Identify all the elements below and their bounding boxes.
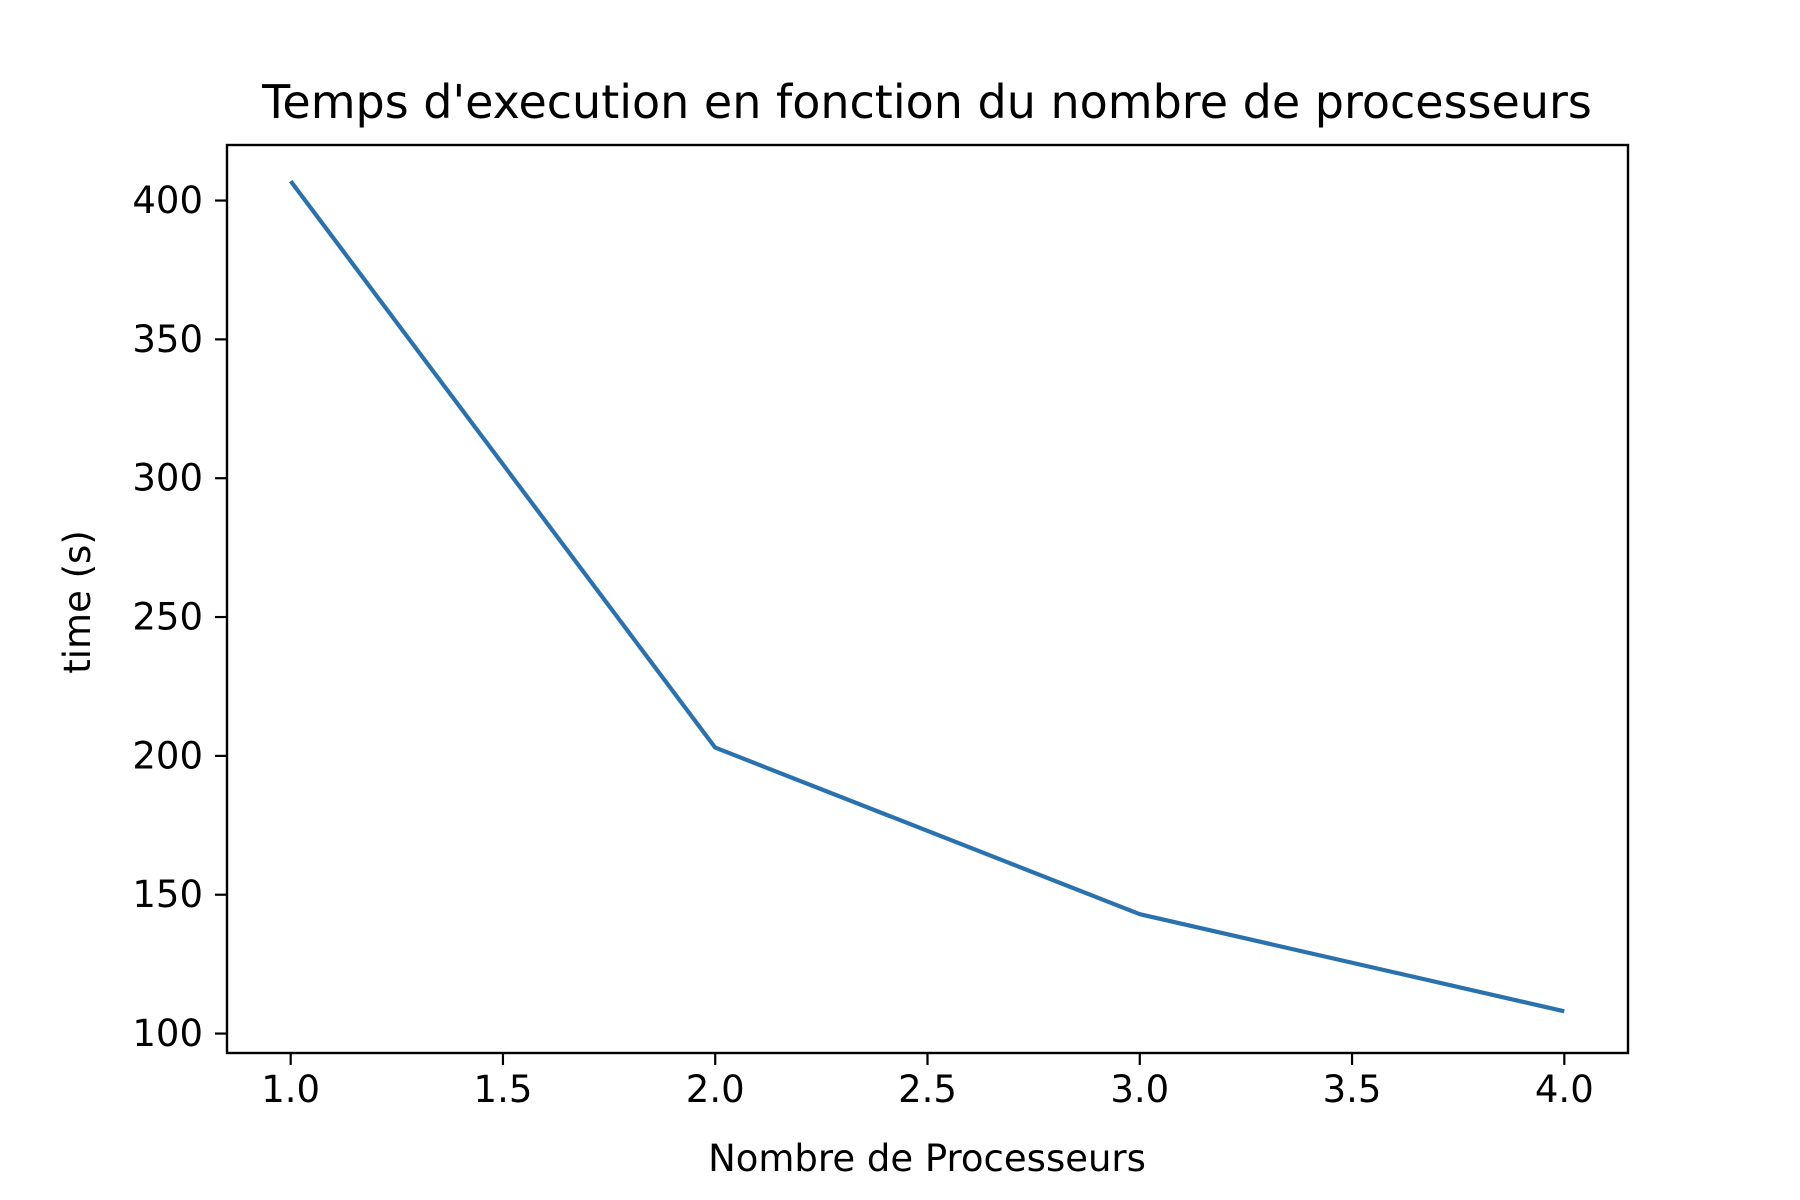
x-tick-label: 1.5 <box>474 1068 533 1111</box>
x-tick-label: 4.0 <box>1535 1068 1594 1111</box>
x-axis-label: Nombre de Processeurs <box>708 1137 1146 1180</box>
x-tick-label: 3.5 <box>1323 1068 1382 1111</box>
chart-title: Temps d'execution en fonction du nombre … <box>261 75 1592 129</box>
y-tick-label: 200 <box>132 734 203 777</box>
y-tick-label: 250 <box>132 596 203 639</box>
x-tick-label: 2.5 <box>898 1068 957 1111</box>
x-tick-label: 2.0 <box>686 1068 745 1111</box>
y-axis-label: time (s) <box>56 530 99 674</box>
y-tick-label: 350 <box>132 318 203 361</box>
y-tick-label: 150 <box>132 873 203 916</box>
y-tick-label: 400 <box>132 179 203 222</box>
y-tick-label: 300 <box>132 457 203 500</box>
plot-area: 1.0 1.5 2.0 2.5 3.0 3.5 4.0 100 150 200 250 300 350 4… <box>132 143 1630 1111</box>
x-tick-label: 3.0 <box>1110 1068 1169 1111</box>
x-tick-label: 1.0 <box>261 1068 320 1111</box>
y-tick-label: 100 <box>132 1012 203 1055</box>
series-line-0 <box>289 179 1565 1014</box>
